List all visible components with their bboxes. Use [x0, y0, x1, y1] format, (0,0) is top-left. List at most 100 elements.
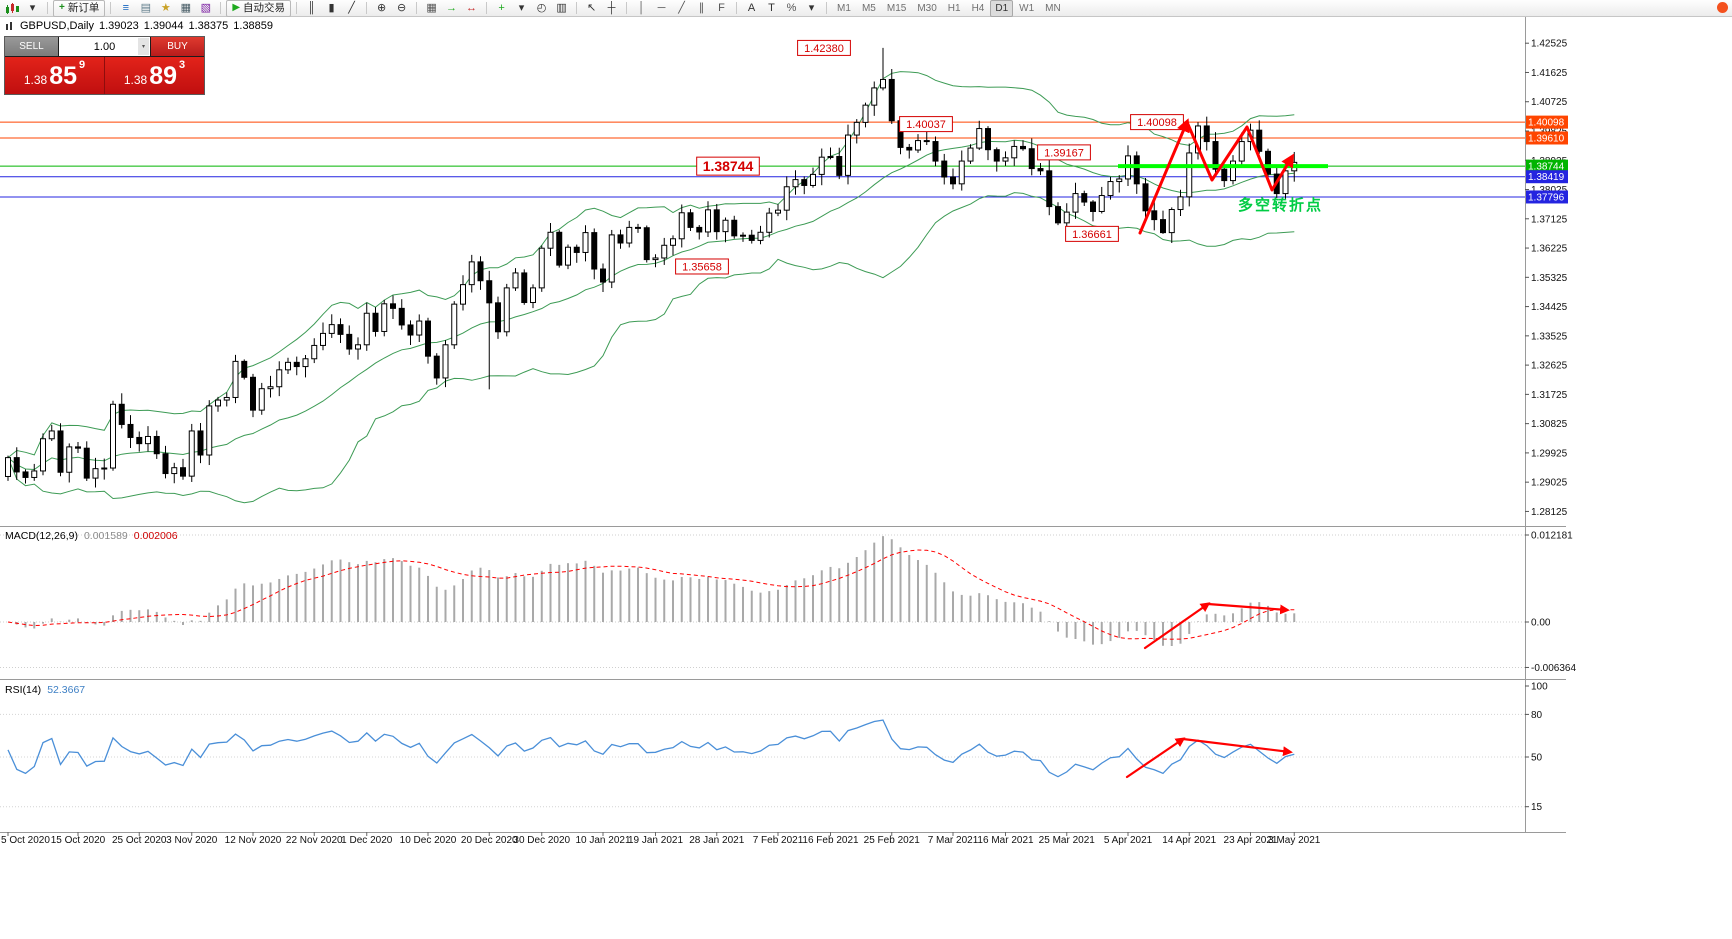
svg-text:50: 50 — [1531, 753, 1543, 764]
volume-input[interactable]: 1.00 ▾ — [58, 37, 151, 56]
chart-shift-icon[interactable]: ↔ — [466, 1, 478, 14]
svg-text:10 Jan 2021: 10 Jan 2021 — [575, 835, 630, 846]
svg-text:1.29025: 1.29025 — [1531, 478, 1568, 489]
ohlc-open: 1.39023 — [98, 20, 139, 32]
svg-text:15 Oct 2020: 15 Oct 2020 — [51, 835, 106, 846]
line-chart-mode-icon[interactable]: ╱ — [348, 1, 355, 14]
svg-text:10 Dec 2020: 10 Dec 2020 — [400, 835, 457, 846]
timeframe-W1[interactable]: W1 — [1019, 2, 1035, 14]
svg-text:1.38744: 1.38744 — [1528, 162, 1565, 173]
fibonacci-icon[interactable]: F — [718, 1, 725, 14]
svg-text:1.28125: 1.28125 — [1531, 507, 1568, 518]
svg-text:100: 100 — [1531, 682, 1548, 693]
svg-text:1.38744: 1.38744 — [703, 158, 754, 174]
crosshair-icon[interactable]: ┼ — [607, 1, 616, 14]
toolbar-separator — [47, 2, 48, 14]
timeframe-M15[interactable]: M15 — [886, 2, 907, 14]
trendline-icon[interactable]: ╱ — [678, 1, 685, 14]
one-click-trading-panel: SELL 1.00 ▾ BUY 1.38 85 9 1.38 89 3 — [4, 36, 205, 95]
new-chart-icon[interactable] — [3, 0, 22, 17]
svg-text:1 Dec 2020: 1 Dec 2020 — [341, 835, 393, 846]
zoom-in-icon[interactable]: ⊕ — [376, 1, 387, 14]
market-watch-icon[interactable]: ≡ — [122, 1, 130, 14]
timeframe-M30[interactable]: M30 — [917, 2, 937, 14]
chart-symbol-header: GBPUSD,Daily 1.39023 1.39044 1.38375 1.3… — [5, 20, 273, 32]
shapes-icon[interactable]: % — [786, 1, 797, 14]
candle-chart-mode-icon[interactable]: ▮ — [328, 1, 335, 14]
arrows-tool-icon[interactable]: T — [768, 1, 775, 14]
sell-tab[interactable]: SELL — [5, 37, 58, 56]
volume-spinner[interactable]: ▾ — [138, 38, 149, 55]
tile-windows-icon[interactable]: ▦ — [426, 1, 437, 14]
main-toolbar: ▾ + 新订单 ≡ ▤ ★ ▦ ▧ ▶ 自动交易 ║ ▮ ╱ ⊕ ⊖ ▦ → ↔ + ▾ ◴ ▥ ↖ ┼ │ ─ ╱ ∥ F A T% ▾ M1… — [0, 0, 1732, 17]
svg-text:1.35325: 1.35325 — [1531, 273, 1568, 284]
note-text: 多空转折点 — [1238, 196, 1323, 214]
indicator-levels — [0, 534, 1525, 808]
svg-text:15: 15 — [1531, 802, 1543, 813]
toolbar-separator — [626, 2, 628, 14]
notification-icon[interactable] — [1717, 2, 1728, 13]
zoom-out-icon[interactable]: ⊖ — [396, 1, 407, 14]
svg-text:1.38419: 1.38419 — [1528, 172, 1565, 183]
svg-text:16 Mar 2021: 16 Mar 2021 — [977, 835, 1034, 846]
data-window-icon[interactable]: ▤ — [140, 1, 152, 14]
svg-text:25 Feb 2021: 25 Feb 2021 — [864, 835, 921, 846]
timeframe-D1[interactable]: D1 — [990, 0, 1014, 17]
drawings-dropdown-icon[interactable]: ▾ — [808, 1, 815, 14]
timeframe-M1[interactable]: M1 — [837, 2, 851, 14]
periods-icon[interactable]: ◴ — [536, 1, 547, 14]
price-axis: 1.425251.416251.407251.398251.389251.380… — [1525, 39, 1576, 813]
buy-price-main: 89 — [149, 62, 178, 91]
bar-chart-mode-icon[interactable]: ║ — [307, 1, 316, 14]
rsi-label: RSI(14) 52.3667 — [5, 684, 85, 696]
horizontal-line-icon[interactable]: ─ — [657, 1, 666, 14]
svg-text:1.35658: 1.35658 — [682, 261, 722, 273]
buy-tab[interactable]: BUY — [151, 37, 204, 56]
timeframe-M5[interactable]: M5 — [861, 2, 876, 14]
sell-button[interactable]: 1.38 85 9 — [5, 57, 105, 94]
svg-text:3 May 2021: 3 May 2021 — [1268, 835, 1321, 846]
volume-value: 1.00 — [93, 40, 116, 53]
svg-text:1.42380: 1.42380 — [804, 43, 844, 55]
equidistant-channel-icon[interactable]: ∥ — [698, 1, 705, 14]
svg-text:1.40098: 1.40098 — [1137, 117, 1177, 129]
macd-label: MACD(12,26,9) 0.001589 0.002006 — [5, 530, 178, 542]
svg-text:16 Feb 2021: 16 Feb 2021 — [802, 835, 859, 846]
autotrade-button[interactable]: ▶ 自动交易 — [226, 0, 292, 17]
svg-text:5 Apr 2021: 5 Apr 2021 — [1104, 835, 1153, 846]
new-order-button[interactable]: + 新订单 — [53, 0, 106, 17]
svg-text:1.32625: 1.32625 — [1531, 361, 1568, 372]
axes — [0, 17, 1566, 833]
text-label-icon[interactable]: A — [747, 1, 756, 14]
new-order-label: 新订单 — [67, 1, 100, 14]
terminal-icon[interactable]: ▦ — [180, 1, 192, 14]
chart-dropdown-icon[interactable]: ▾ — [29, 1, 36, 14]
vertical-line-icon[interactable]: │ — [638, 1, 645, 14]
cursor-icon[interactable]: ↖ — [586, 1, 597, 14]
timeframe-H1[interactable]: H1 — [947, 2, 961, 14]
rsi-value: 52.3667 — [47, 684, 86, 696]
auto-scroll-icon[interactable]: → — [446, 1, 458, 14]
sell-price-main: 85 — [49, 62, 78, 91]
indicators-dropdown-icon[interactable]: ▾ — [518, 1, 525, 14]
macd-name: MACD(12,26,9) — [5, 530, 78, 542]
svg-text:1.40037: 1.40037 — [906, 119, 946, 131]
macd-value-main: 0.001589 — [83, 530, 128, 542]
strategy-tester-icon[interactable]: ▧ — [200, 1, 212, 14]
buy-button[interactable]: 1.38 89 3 — [105, 57, 204, 94]
timeframe-MN[interactable]: MN — [1045, 2, 1061, 14]
svg-text:1.37796: 1.37796 — [1528, 192, 1565, 203]
svg-text:1.33525: 1.33525 — [1531, 331, 1568, 342]
indicators-icon[interactable]: + — [498, 1, 505, 14]
svg-text:1.39167: 1.39167 — [1044, 147, 1084, 159]
templates-icon[interactable]: ▥ — [556, 1, 567, 14]
chart-type-icon — [5, 21, 15, 32]
svg-text:7 Feb 2021: 7 Feb 2021 — [753, 835, 804, 846]
toolbar-separator — [486, 2, 488, 14]
timeframe-H4[interactable]: H4 — [971, 2, 985, 14]
svg-text:30 Dec 2020: 30 Dec 2020 — [513, 835, 570, 846]
sell-price-pip: 9 — [79, 59, 86, 71]
navigator-icon[interactable]: ★ — [160, 1, 171, 14]
svg-text:28 Jan 2021: 28 Jan 2021 — [689, 835, 744, 846]
svg-text:5 Oct 2020: 5 Oct 2020 — [1, 835, 50, 846]
